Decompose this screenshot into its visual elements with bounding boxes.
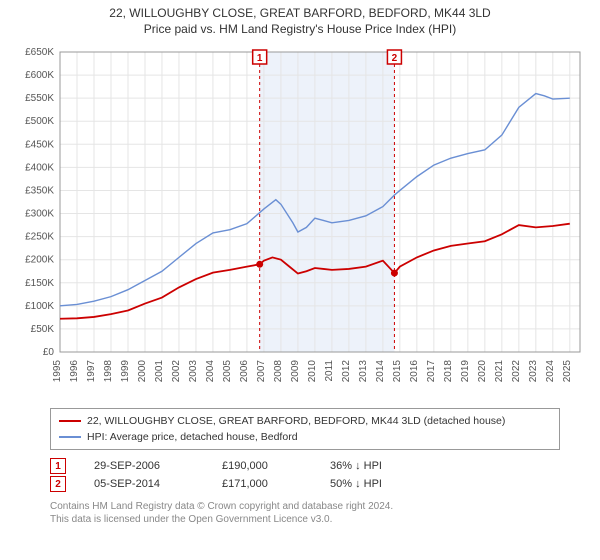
legend-item: HPI: Average price, detached house, Bedf… [59,429,551,445]
svg-text:1998: 1998 [103,360,114,383]
svg-text:2005: 2005 [222,360,233,383]
svg-text:2021: 2021 [494,360,505,383]
svg-text:2001: 2001 [154,360,165,383]
svg-text:1997: 1997 [86,360,97,383]
sale-delta: 50% ↓ HPI [330,478,430,490]
svg-text:£450K: £450K [25,139,54,150]
sales-table: 1 29-SEP-2006 £190,000 36% ↓ HPI 2 05-SEP-201… [50,458,560,492]
svg-text:1999: 1999 [120,360,131,383]
svg-text:£300K: £300K [25,209,54,220]
sale-price: £171,000 [222,478,302,490]
footer-line1: Contains HM Land Registry data © Crown c… [50,500,560,513]
svg-text:£0: £0 [43,347,55,358]
footer-attribution: Contains HM Land Registry data © Crown c… [50,500,560,526]
sale-row: 1 29-SEP-2006 £190,000 36% ↓ HPI [50,458,560,474]
svg-text:2008: 2008 [273,360,284,383]
svg-text:2: 2 [392,53,398,64]
svg-text:£100K: £100K [25,301,54,312]
legend: 22, WILLOUGHBY CLOSE, GREAT BARFORD, BED… [50,408,560,450]
svg-text:2006: 2006 [239,360,250,383]
svg-text:£600K: £600K [25,70,54,81]
svg-text:2016: 2016 [409,360,420,383]
sale-row: 2 05-SEP-2014 £171,000 50% ↓ HPI [50,476,560,492]
svg-text:£350K: £350K [25,185,54,196]
sale-date: 05-SEP-2014 [94,478,194,490]
svg-text:2020: 2020 [477,360,488,383]
svg-text:£400K: £400K [25,162,54,173]
sale-price: £190,000 [222,460,302,472]
svg-text:2002: 2002 [171,360,182,383]
svg-text:2009: 2009 [290,360,301,383]
sale-marker: 1 [50,458,66,474]
svg-text:£150K: £150K [25,278,54,289]
footer-line2: This data is licensed under the Open Gov… [50,513,560,526]
svg-text:2025: 2025 [562,360,573,383]
svg-text:1995: 1995 [52,360,63,383]
sale-date: 29-SEP-2006 [94,460,194,472]
svg-text:£200K: £200K [25,255,54,266]
svg-text:2010: 2010 [307,360,318,383]
chart-title: 22, WILLOUGHBY CLOSE, GREAT BARFORD, BED… [0,0,600,38]
price-chart: £0 £50K £100K £150K £200K £250K £300K £350K £400… [10,42,590,402]
svg-text:2018: 2018 [443,360,454,383]
svg-text:2019: 2019 [460,360,471,383]
legend-item: 22, WILLOUGHBY CLOSE, GREAT BARFORD, BED… [59,413,551,429]
svg-text:2013: 2013 [358,360,369,383]
svg-text:£650K: £650K [25,47,54,58]
svg-text:£250K: £250K [25,232,54,243]
title-address: 22, WILLOUGHBY CLOSE, GREAT BARFORD, BED… [10,6,590,20]
svg-text:2000: 2000 [137,360,148,383]
svg-text:2003: 2003 [188,360,199,383]
svg-text:£550K: £550K [25,93,54,104]
svg-text:2017: 2017 [426,360,437,383]
svg-text:2022: 2022 [511,360,522,383]
svg-text:2004: 2004 [205,360,216,383]
svg-text:£500K: £500K [25,116,54,127]
svg-text:2011: 2011 [324,360,335,382]
sale-marker: 2 [50,476,66,492]
svg-text:2023: 2023 [528,360,539,383]
svg-text:£50K: £50K [31,324,55,335]
title-subtitle: Price paid vs. HM Land Registry's House … [10,22,590,36]
svg-text:2014: 2014 [375,360,386,383]
svg-text:2024: 2024 [545,360,556,383]
svg-text:2007: 2007 [256,360,267,383]
svg-text:1: 1 [257,53,263,64]
legend-swatch [59,436,81,438]
svg-text:2012: 2012 [341,360,352,383]
svg-text:1996: 1996 [69,360,80,383]
legend-label: HPI: Average price, detached house, Bedf… [87,429,298,445]
svg-text:2015: 2015 [392,360,403,383]
sale-delta: 36% ↓ HPI [330,460,430,472]
legend-swatch [59,420,81,422]
legend-label: 22, WILLOUGHBY CLOSE, GREAT BARFORD, BED… [87,413,505,429]
